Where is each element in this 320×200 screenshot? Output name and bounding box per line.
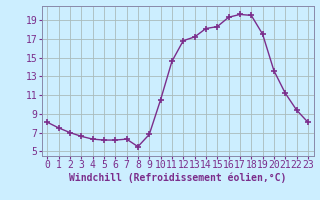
X-axis label: Windchill (Refroidissement éolien,°C): Windchill (Refroidissement éolien,°C) — [69, 173, 286, 183]
